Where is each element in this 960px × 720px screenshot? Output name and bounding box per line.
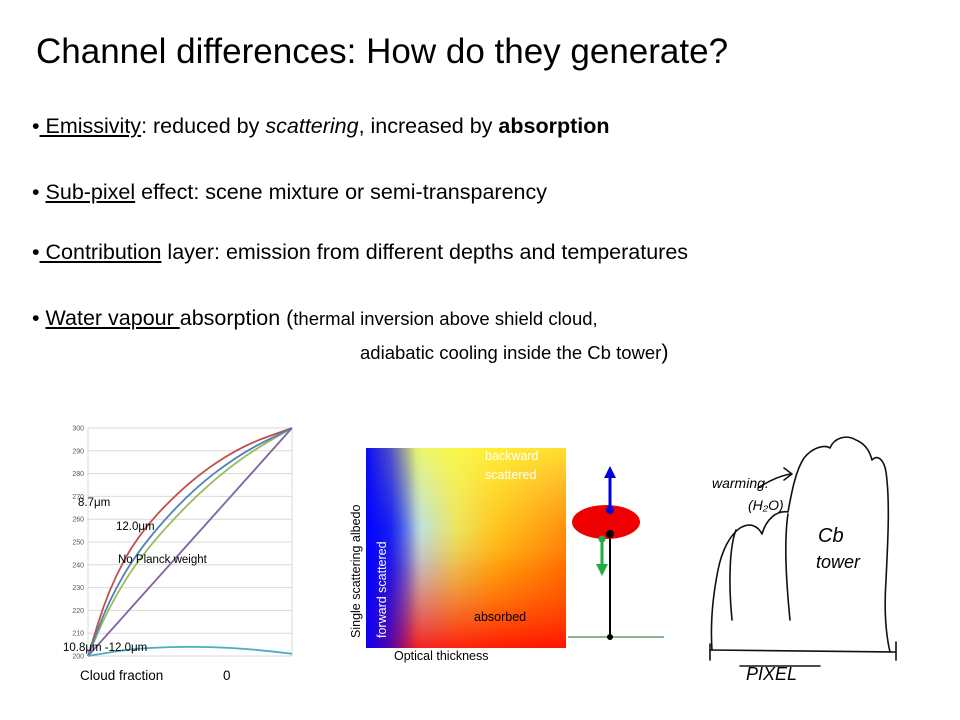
bullet-term: Contribution: [39, 240, 162, 264]
series-line-2: [87, 427, 293, 657]
albedo-thickness-figure: Single scattering albedo forward scatter…: [349, 448, 664, 663]
bullet-term: Water vapour: [45, 306, 180, 330]
warming-arrow: [757, 473, 791, 489]
bullet-water-vapour: • Water vapour absorption (thermal inver…: [32, 306, 598, 331]
bullet-text: layer: emission from different depths an…: [161, 240, 689, 264]
color-field-blue: [366, 448, 566, 648]
y-tick-label: 240: [72, 562, 84, 569]
bullet-dot: •: [32, 306, 40, 330]
y-tick-label: 210: [72, 631, 84, 638]
y-axis-label: Single scattering albedo: [349, 505, 363, 638]
y-tick-label: 260: [72, 517, 84, 524]
y-tick-label: 270: [72, 494, 84, 501]
cloud-detail: [785, 513, 791, 621]
y-tick-label: 200: [72, 654, 84, 661]
bullet-small-text: thermal inversion above shield cloud,: [293, 308, 598, 329]
y-tick-label: 250: [72, 540, 84, 547]
series-line-3: [87, 427, 293, 657]
bullet-term: Sub-pixel: [45, 180, 136, 204]
cloud-detail: [729, 529, 737, 621]
downward-arrow-head: [596, 564, 608, 576]
cb-tower-sketch: warming. (H₂O) Cb tower PIXEL: [709, 436, 897, 684]
x-axis-label: Cloud fraction: [80, 668, 163, 683]
series-label-no-planck: No Planck weight: [118, 554, 208, 566]
upward-arrow-head: [604, 466, 616, 478]
slide-title: Channel differences: How do they generat…: [36, 32, 729, 71]
backward-label: backward: [485, 449, 539, 463]
y-tick-label: 220: [72, 608, 84, 615]
ground-line: [709, 649, 897, 653]
series-label-12-0: 12.0μm: [116, 521, 155, 533]
bullet-text: : reduced by: [141, 114, 266, 138]
x-tick-right: 0: [223, 668, 231, 683]
bullet-term: Emissivity: [39, 114, 142, 138]
chart-series: [87, 427, 293, 657]
series-label-8-7: 8.7μm: [78, 497, 110, 509]
bullet-continuation: adiabatic cooling inside the Cb tower): [360, 340, 669, 365]
bullet-bold: absorption: [498, 114, 610, 138]
bullet-text: , increased by: [358, 114, 499, 138]
base-point: [606, 530, 614, 538]
y-tick-label: 280: [72, 471, 84, 478]
y-tick-label: 290: [72, 448, 84, 455]
bullet-subpixel: • Sub-pixel effect: scene mixture or sem…: [32, 180, 547, 205]
top-point: [606, 506, 614, 514]
warming-arrow-head: [783, 467, 793, 481]
pixel-note: PIXEL: [746, 664, 797, 684]
y-tick-label: 300: [72, 426, 84, 433]
bullet-dot: •: [32, 114, 40, 138]
bullet-contribution: • Contribution layer: emission from diff…: [32, 240, 688, 265]
cloud-ellipse: [572, 505, 640, 539]
cloud-outline: [710, 436, 891, 653]
series-line-1: [87, 427, 293, 657]
series-line-0: [87, 427, 293, 657]
scattered-label: scattered: [485, 468, 536, 482]
h2o-note: (H₂O): [748, 497, 784, 513]
x-axis-label: Optical thickness: [394, 649, 488, 663]
tower-note: tower: [816, 552, 861, 572]
bullet-emissivity: • Emissivity: reduced by scattering, inc…: [32, 114, 610, 139]
chart-grid: 200 210 220 230 240 250 260 270 280 290 300: [72, 426, 293, 661]
ground-point: [607, 634, 613, 640]
bullet-dot: •: [32, 240, 40, 264]
y-tick-label: 230: [72, 585, 84, 592]
series-line-4: [87, 645, 293, 657]
absorbed-label: absorbed: [474, 610, 526, 624]
bullet-text: absorption (: [179, 306, 294, 330]
bullet-text: effect: scene mixture or semi-transparen…: [135, 180, 548, 204]
inner-point: [598, 535, 606, 543]
bullet-paren: ): [661, 340, 669, 364]
warming-note: warming.: [712, 475, 769, 491]
cb-note: Cb: [818, 525, 844, 547]
forward-scattered-label: forward scattered: [375, 541, 389, 638]
bullet-dot: •: [32, 180, 40, 204]
series-label-difference: 10.8μm -12.0μm: [63, 642, 147, 654]
bullet-italic: scattering: [265, 114, 359, 138]
bullet-small-text: adiabatic cooling inside the Cb tower: [360, 342, 662, 363]
